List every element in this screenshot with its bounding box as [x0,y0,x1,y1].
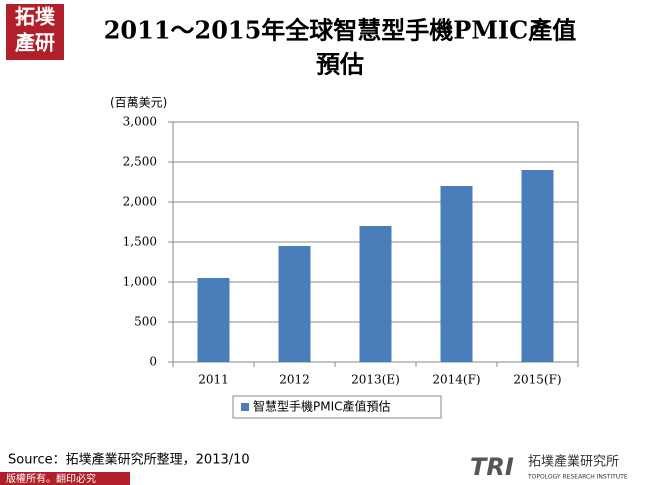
y-tick-label: 1,000 [123,275,157,289]
y-tick-label: 2,000 [123,195,157,209]
x-tick-label: 2011 [198,373,229,387]
bar [440,186,473,362]
y-tick-label: 2,500 [123,155,157,169]
y-tick-label: 1,500 [123,235,157,249]
logo-text: 拓墣 [15,5,56,29]
brand-mark: TRI [470,453,514,481]
y-tick-label: 3,000 [123,115,157,129]
bar [521,170,554,362]
y-tick-label: 0 [149,355,157,369]
y-axis-label: (百萬美元) [110,96,167,110]
x-tick-label: 2015(F) [513,373,561,387]
brand-english: TOPOLOGY RESEARCH INSTITUTE [527,474,628,481]
x-tick-label: 2012 [279,373,310,387]
logo-box [6,4,64,60]
x-tick-label: 2014(F) [432,373,480,387]
chart-title: 2011～2015年全球智慧型手機PMIC產值 [104,16,577,45]
bar [278,246,311,362]
logo-text: 產研 [15,31,55,55]
legend-label: 智慧型手機PMIC產值預估 [253,399,391,414]
bar [197,278,230,362]
x-tick-label: 2013(E) [351,373,400,387]
footer-bar [0,472,130,485]
chart-title: 預估 [316,50,364,79]
bar [359,226,392,362]
source: Source：拓墣產業研究所整理，2013/10 [8,452,250,468]
footer: 版權所有。翻印必究 [6,472,96,485]
legend-box [232,395,442,419]
legend-swatch [241,403,249,411]
y-tick-label: 500 [134,315,157,329]
brand-name: 拓墣產業研究所 [528,454,619,470]
